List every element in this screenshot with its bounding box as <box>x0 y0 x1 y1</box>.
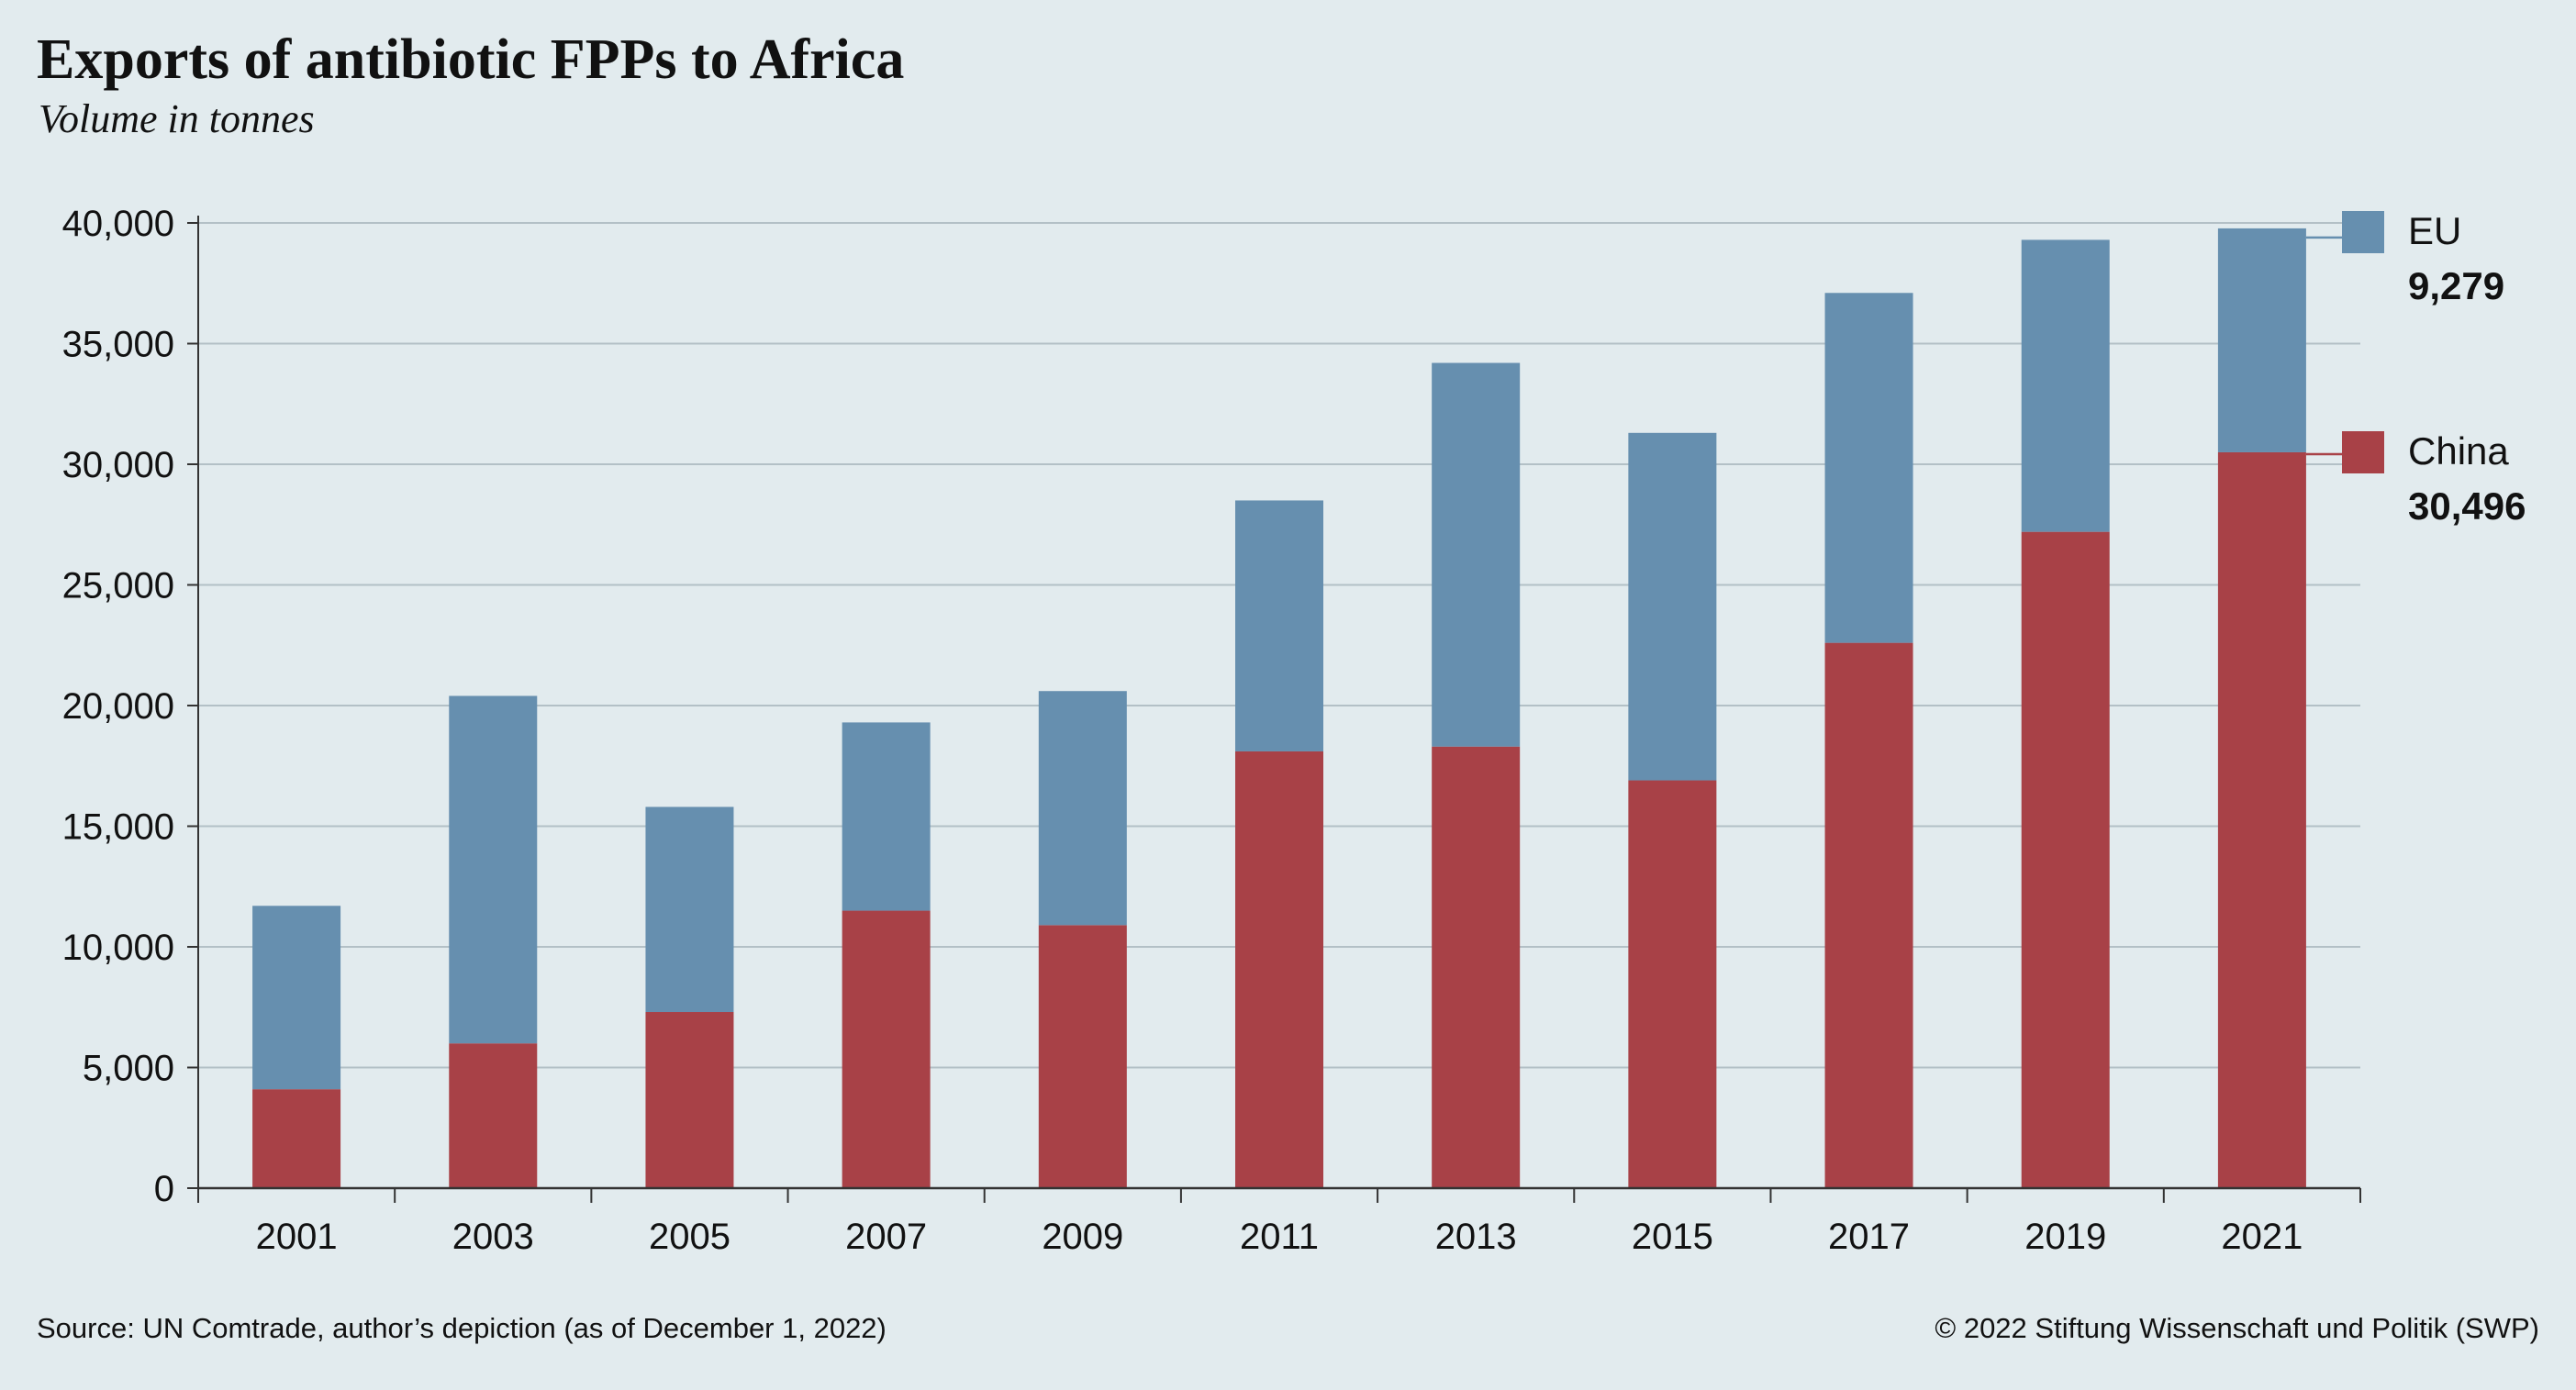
x-tick-label: 2009 <box>1042 1217 1123 1257</box>
bar-china-2019 <box>2021 531 2110 1188</box>
bar-china-2005 <box>645 1012 734 1188</box>
legend-swatch-china <box>2342 431 2384 473</box>
legend-label-eu: EU <box>2408 209 2461 252</box>
bar-eu-2001 <box>252 906 341 1090</box>
y-tick-label: 30,000 <box>62 445 174 485</box>
source-note: Source: UN Comtrade, author’s depiction … <box>37 1312 887 1344</box>
y-tick-label: 0 <box>154 1169 174 1209</box>
copyright-note: © 2022 Stiftung Wissenschaft und Politik… <box>1935 1312 2539 1344</box>
bar-china-2017 <box>1824 642 1913 1188</box>
legend-value-china: 30,496 <box>2408 484 2526 528</box>
legend: EU 9,279 China 30,496 <box>2305 209 2526 528</box>
bar-eu-2013 <box>1432 362 1521 747</box>
bar-eu-2005 <box>645 806 734 1013</box>
bar-eu-2015 <box>1628 432 1717 781</box>
x-tick-label: 2003 <box>452 1217 534 1257</box>
y-tick-label: 20,000 <box>62 686 174 727</box>
x-tick-label: 2001 <box>256 1217 338 1257</box>
y-tick-label: 15,000 <box>62 807 174 848</box>
bar-china-2007 <box>842 910 931 1188</box>
chart-title: Exports of antibiotic FPPs to Africa <box>37 28 905 91</box>
x-tick-label: 2005 <box>649 1217 730 1257</box>
bar-china-2011 <box>1235 751 1323 1188</box>
bar-eu-2017 <box>1824 293 1913 643</box>
x-tick-label: 2013 <box>1435 1217 1517 1257</box>
y-tick-label: 25,000 <box>62 566 174 606</box>
bars <box>252 228 2306 1188</box>
x-tick-label: 2007 <box>845 1217 927 1257</box>
bar-eu-2021 <box>2217 228 2306 452</box>
x-tick-label: 2011 <box>1240 1217 1319 1257</box>
bar-eu-2019 <box>2021 239 2110 532</box>
legend-value-eu: 9,279 <box>2408 264 2504 307</box>
bar-china-2015 <box>1628 780 1717 1188</box>
y-tick-label: 40,000 <box>62 204 174 244</box>
bar-eu-2011 <box>1235 500 1323 751</box>
bar-eu-2003 <box>449 695 538 1044</box>
y-tick-label: 10,000 <box>62 928 174 968</box>
bar-china-2009 <box>1038 925 1127 1188</box>
x-tick-label: 2015 <box>1632 1217 1713 1257</box>
y-tick-label: 35,000 <box>62 325 174 365</box>
y-tick-label: 5,000 <box>83 1049 174 1089</box>
x-tick-label: 2017 <box>1828 1217 1910 1257</box>
bar-china-2013 <box>1432 746 1521 1188</box>
legend-label-china: China <box>2408 429 2509 473</box>
x-tick-label: 2019 <box>2024 1217 2106 1257</box>
bar-eu-2007 <box>842 722 931 911</box>
bar-eu-2009 <box>1038 691 1127 926</box>
bar-china-2003 <box>449 1043 538 1188</box>
legend-swatch-eu <box>2342 211 2384 253</box>
x-tick-label: 2021 <box>2221 1217 2303 1257</box>
chart-subtitle: Volume in tonnes <box>39 96 315 141</box>
bar-china-2001 <box>252 1089 341 1188</box>
axes: 0 5,000 10,000 15,000 20,000 25,000 30,000 35,0… <box>62 204 2361 1257</box>
bar-china-2021 <box>2217 451 2306 1188</box>
